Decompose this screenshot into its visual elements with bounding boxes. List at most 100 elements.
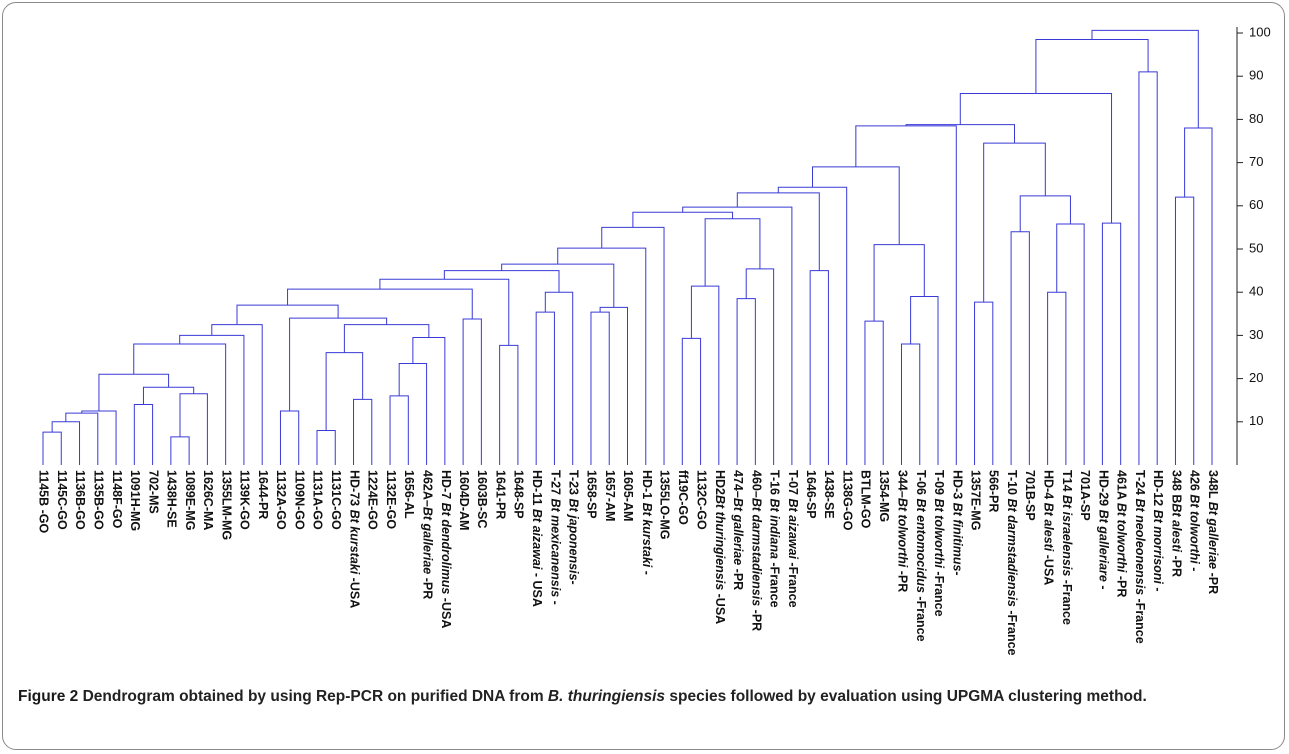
leaf-label-italic: Bt kurstaki [639,503,653,568]
cluster-link [590,311,610,465]
leaf-label: T-06 Bt entomocidus -France [913,470,927,642]
y-tick-label: 100 [1249,24,1271,39]
leaf-label-part: T14 [1060,470,1074,495]
leaf-label: 426 Bt tolworthi - [1187,470,1201,571]
leaf-label-part: - [1096,582,1110,590]
leaf-label: HD-12 Bt morrisoni - [1151,470,1165,592]
y-tick-label: 40 [1249,284,1263,299]
y-tick-label: 20 [1249,370,1263,385]
leaf-label: HD-4 Bt alesti -USA [1041,470,1055,585]
leaf-label-italic: Bt thuringiensis [713,495,727,590]
leaf-label: 1131C-GO [329,470,343,530]
leaf-label: 1656-AL [402,470,416,519]
leaf-label-part: HD-11 [530,470,544,509]
leaf-label-italic: Bt tolworthi [895,498,909,568]
leaf-label-italic: Bt israelensis [1060,495,1074,576]
leaf-label: 702-MS [146,470,160,514]
leaf-label-part: 461A [1114,470,1128,503]
cluster-link [81,410,117,465]
cluster-link [462,318,482,465]
caption-label: Figure 2 [18,688,79,705]
leaf-label: 1604D-AM [457,470,471,530]
leaf-label: T-10 Bt darmstadiensis -France [1005,470,1019,656]
leaf-label: 348L Bt galleriae -PR [1206,470,1220,594]
leaf-label: 348 BBt alesti -PR [1169,470,1183,577]
cluster-link [809,270,829,465]
leaf-label: 1145B -GO [37,470,51,534]
leaf-label-part: 344– [895,470,909,498]
y-tick-label: 30 [1249,327,1263,342]
leaf-label: 1109N-GO [292,470,306,530]
cluster-link [1047,291,1067,465]
leaf-label: 1138G-GO [840,470,854,531]
leaf-label-part: -France [1133,595,1147,644]
leaf-label-italic: Bt mexicanensis [548,499,562,598]
cluster-link [133,404,154,465]
leaf-label: 1131A-GO [311,470,325,530]
leaf-label-part: T-10 [1005,470,1019,499]
cluster-link [1184,127,1213,465]
leaf-label-italic: Bt indiana [767,499,781,559]
leaf-label: 1605-AM [621,470,635,521]
leaf-label: 1357E-MG [968,470,982,530]
leaf-label-part: - USA [530,569,544,607]
leaf-label-part: T-27 [548,470,562,499]
leaf-label-part: -PR [749,606,763,631]
leaf-label: 474–Bt galleriae -PR [731,470,745,590]
leaf-label-part: 460– [749,470,763,498]
leaf-label: HD-73 Bt kurstaki -USA [347,470,361,608]
leaf-label: 1148F-GO [110,470,124,529]
y-tick-label: 60 [1249,197,1263,212]
leaf-label-italic: Bt tolworthi [1114,503,1128,573]
leaf-label-italic: Bt tolworthi [932,499,946,569]
cluster-link [236,304,339,325]
leaf-label-part: HD-1 [639,470,653,503]
cluster-link [905,124,1015,144]
leaf-label-part: -France [767,559,781,608]
cluster-link [535,311,555,465]
cluster-link [343,324,430,353]
cluster-link [279,410,300,465]
cluster-link [353,398,373,465]
leaf-label-part: -PR [895,567,909,592]
cluster-link [98,373,170,411]
leaf-label-part: 348L [1206,470,1220,502]
cluster-link [601,226,665,465]
leaf-label-italic: Bt japonensis [566,499,580,581]
leaf-label-part: HD-12 [1151,470,1165,510]
leaf-label: HD-1 Bt kurstaki - [639,470,653,575]
leaf-label-part: T-09 [932,470,946,499]
cluster-link [287,288,473,319]
leaf-label-italic: Bt finitimus [950,503,964,572]
leaf-label-part: - [1151,584,1165,592]
leaf-label-part: - [639,567,653,575]
leaf-label: 1438H-SE [165,470,179,528]
leaf-label: 701A-SP [1078,470,1092,521]
leaf-label: 566-PR [987,470,1001,512]
leaf-label: 1648-SP [512,470,526,519]
y-tick-label: 90 [1249,68,1263,83]
cluster-link [1019,195,1071,232]
leaf-label-part: T-24 [1133,470,1147,499]
cluster-link [974,301,994,465]
cluster-link [864,320,884,465]
leaf-label-part: HD-7 [439,470,453,503]
leaf-label: 344–Bt tolworthi -PR [895,470,909,592]
leaf-label: 1438-SE [822,470,836,519]
cluster-link [681,337,702,465]
cluster-link [557,247,647,465]
leaf-label: 1603B-SC [475,470,489,528]
leaf-label: HD-29 Bt galleriare - [1096,470,1110,590]
leaf-label: 701B-SP [1023,470,1037,521]
leaf-label-part: T-06 [913,470,927,499]
leaf-label: T-09 Bt tolworthi -France [932,470,946,617]
leaf-label-italic: Bt neoleonensis [1133,499,1147,596]
cluster-link [179,393,208,465]
cluster-link [777,186,848,465]
leaf-label: 1091H-MG [128,470,142,531]
leaf-label-italic: Bt darmstadiensis [1005,499,1019,607]
leaf-label-italic: Bt galleriae [420,507,434,574]
leaf-label: T14 Bt israelensis -France [1060,470,1074,625]
dendrogram: 10 20 30 40 50 60 70 80 90 100 1145B -GO 1145C-GO 11… [37,24,1271,656]
